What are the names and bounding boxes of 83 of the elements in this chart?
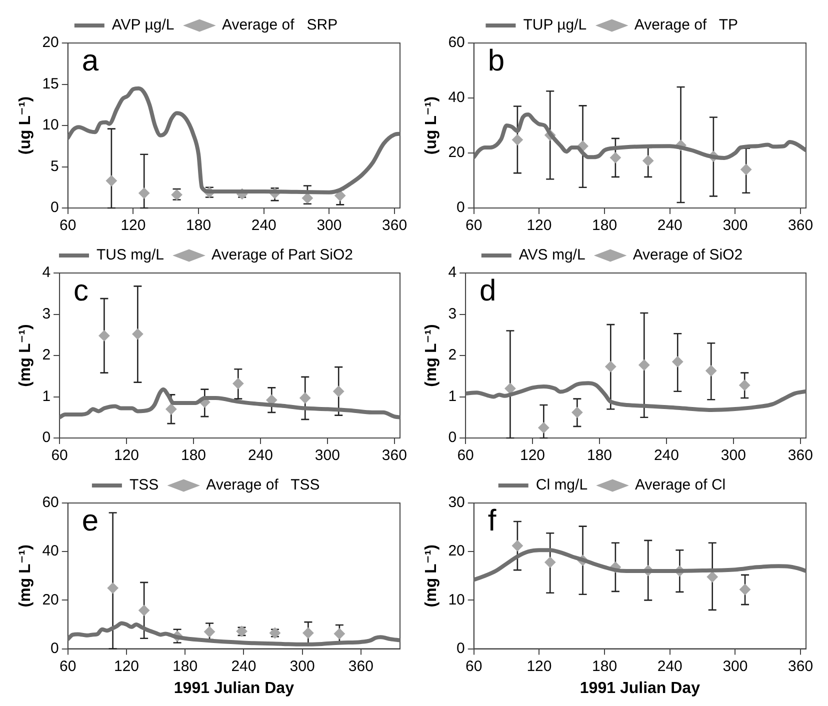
legend-label: AVP µg/L bbox=[112, 16, 174, 34]
y-tick-label: 20 bbox=[448, 144, 465, 162]
x-tick-label: 240 bbox=[251, 217, 276, 234]
legend-label: TSS bbox=[129, 476, 159, 494]
y-tick-label: 60 bbox=[42, 494, 59, 512]
y-tick-label: 2 bbox=[448, 346, 457, 364]
y-tick-label: 1 bbox=[42, 388, 51, 405]
y-tick-label: 10 bbox=[448, 591, 465, 608]
y-tick-label: 0 bbox=[42, 429, 51, 446]
x-tick-label: 180 bbox=[592, 217, 618, 234]
y-tick-label: 40 bbox=[42, 542, 59, 560]
x-tick-label: 240 bbox=[248, 447, 273, 464]
x-tick-label: 360 bbox=[788, 658, 814, 675]
x-tick-label: 120 bbox=[114, 658, 140, 675]
y-axis-title: (mg L⁻¹) bbox=[17, 544, 34, 608]
x-tick-label: 300 bbox=[722, 658, 748, 675]
y-axis-title: (mg L⁻¹) bbox=[423, 324, 440, 387]
y-tick-label: 0 bbox=[50, 640, 59, 657]
x-tick-label: 240 bbox=[657, 658, 682, 675]
annotation: b bbox=[488, 44, 505, 78]
x-tick-label: 180 bbox=[586, 447, 612, 464]
x-tick-label: 180 bbox=[172, 658, 198, 675]
legend-label: AVS mg/L bbox=[518, 246, 586, 264]
y-tick-label: 20 bbox=[448, 542, 465, 560]
x-tick-label: 360 bbox=[382, 447, 407, 464]
annotation: f bbox=[488, 504, 497, 538]
y-tick-label: 2 bbox=[42, 346, 51, 364]
legend-label: Average of SRP bbox=[222, 16, 338, 34]
x-tick-label: 360 bbox=[788, 447, 813, 464]
legend-label: TUP µg/L bbox=[523, 16, 587, 34]
x-tick-label: 180 bbox=[180, 447, 206, 464]
x-tick-label: 360 bbox=[348, 658, 374, 675]
x-tick-label: 120 bbox=[526, 217, 552, 234]
legend-label: Average of Part SiO2 bbox=[212, 246, 353, 264]
y-axis-title: (ug L⁻¹) bbox=[17, 96, 34, 155]
legend-label: Average of Cl bbox=[635, 476, 726, 494]
x-tick-label: 300 bbox=[722, 217, 748, 234]
legend-label: Average of TP bbox=[634, 16, 738, 34]
x-tick-label: 300 bbox=[290, 658, 315, 675]
y-tick-label: 10 bbox=[42, 116, 59, 134]
x-tick-label: 360 bbox=[788, 217, 814, 234]
x-tick-label: 300 bbox=[720, 447, 746, 464]
y-axis-title: (mg L⁻¹) bbox=[17, 324, 34, 387]
y-tick-label: 20 bbox=[42, 34, 59, 52]
y-tick-label: 5 bbox=[50, 158, 59, 175]
x-tick-label: 120 bbox=[120, 217, 146, 234]
x-axis-title: 1991 Julian Day bbox=[174, 680, 294, 697]
x-tick-label: 180 bbox=[186, 217, 212, 234]
annotation: e bbox=[82, 504, 99, 538]
y-axis-title: (ug L⁻¹) bbox=[423, 96, 440, 155]
x-tick-label: 240 bbox=[657, 217, 682, 234]
annotation: c bbox=[74, 274, 89, 308]
y-tick-label: 60 bbox=[448, 34, 465, 52]
x-tick-label: 240 bbox=[654, 447, 679, 464]
legend-label: TUS mg/L bbox=[96, 246, 164, 264]
y-tick-label: 30 bbox=[448, 494, 465, 512]
y-tick-label: 0 bbox=[50, 199, 59, 216]
y-tick-label: 3 bbox=[42, 305, 51, 322]
y-axis-title: (mg L⁻¹) bbox=[423, 544, 440, 608]
x-tick-label: 120 bbox=[520, 447, 546, 464]
y-tick-label: 4 bbox=[448, 264, 457, 282]
x-tick-label: 360 bbox=[382, 217, 408, 234]
y-tick-label: 3 bbox=[448, 305, 457, 322]
annotation: a bbox=[82, 44, 99, 78]
x-tick-label: 120 bbox=[114, 447, 140, 464]
y-tick-label: 0 bbox=[456, 640, 465, 657]
y-tick-label: 15 bbox=[42, 75, 59, 92]
annotation: d bbox=[480, 274, 496, 308]
y-tick-label: 0 bbox=[456, 199, 465, 216]
y-tick-label: 1 bbox=[448, 388, 457, 405]
x-tick-label: 120 bbox=[526, 658, 552, 675]
x-tick-label: 300 bbox=[314, 447, 340, 464]
legend-label: Cl mg/L bbox=[536, 476, 588, 494]
x-tick-label: 180 bbox=[592, 658, 618, 675]
y-tick-label: 0 bbox=[448, 429, 457, 446]
y-tick-label: 4 bbox=[42, 264, 51, 282]
x-tick-label: 300 bbox=[316, 217, 342, 234]
legend-label: Average of TSS bbox=[206, 476, 320, 494]
x-axis-title: 1991 Julian Day bbox=[580, 680, 700, 697]
x-tick-label: 240 bbox=[231, 658, 256, 675]
y-tick-label: 20 bbox=[42, 591, 59, 608]
legend-label: Average of SiO2 bbox=[632, 246, 743, 264]
y-tick-label: 40 bbox=[448, 89, 465, 106]
